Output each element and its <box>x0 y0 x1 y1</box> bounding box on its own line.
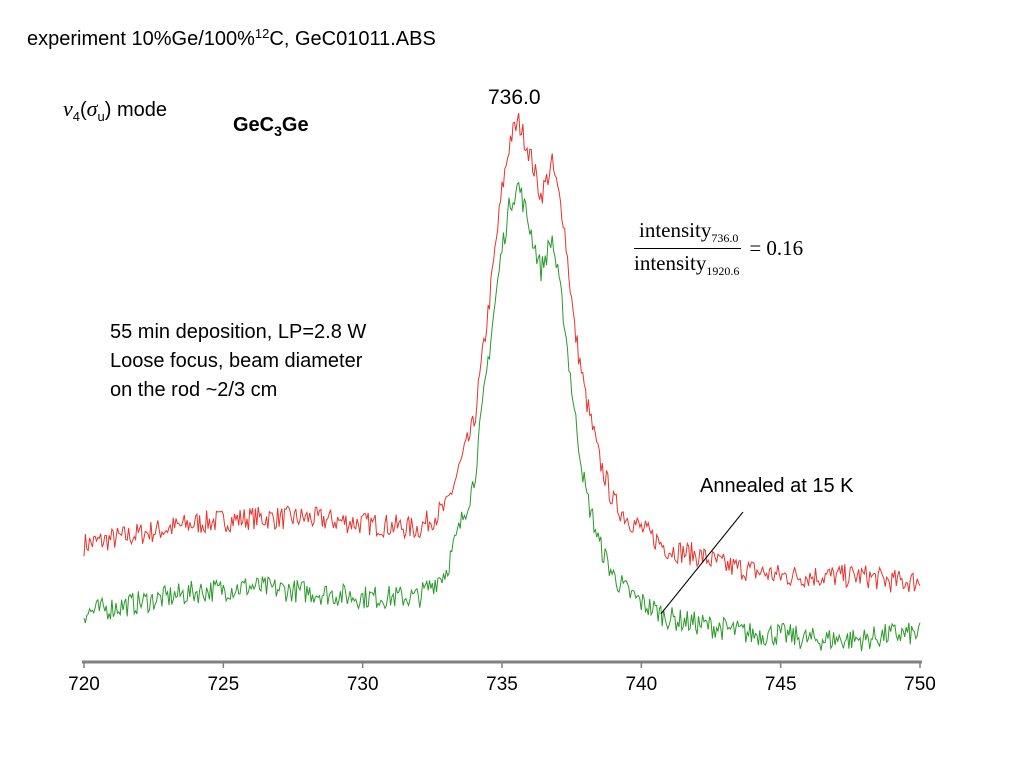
x-axis-ticks: 720 725 730 735 740 745 750 <box>68 662 936 695</box>
note-line: Loose focus, beam diameter <box>110 350 363 372</box>
annealed-annotation: Annealed at 15 K <box>700 475 854 497</box>
intensity-ratio-formula: intensity736.0 intensity1920.6 = 0.16 <box>634 218 803 279</box>
series-line-2 <box>83 181 921 652</box>
x-tick-label: 740 <box>625 674 657 695</box>
traces <box>83 112 921 652</box>
species-label: GeC3Ge <box>233 114 309 139</box>
ratio-value: = 0.16 <box>749 236 804 261</box>
x-tick-label: 735 <box>486 674 518 695</box>
note-line: 55 min deposition, LP=2.8 W <box>110 321 367 343</box>
annotation-pointer-line <box>660 511 744 615</box>
vibrational-mode-label: ν4(σu) mode <box>63 96 168 124</box>
x-tick-label: 725 <box>207 674 239 695</box>
x-tick-label: 745 <box>765 674 797 695</box>
ratio-denominator: intensity1920.6 <box>634 251 740 279</box>
deposition-note: 55 min deposition, LP=2.8 W Loose focus,… <box>110 318 366 405</box>
series-line-1 <box>83 112 921 593</box>
peak-position-label: 736.0 <box>488 86 541 109</box>
x-tick-label: 750 <box>904 674 936 695</box>
note-line: on the rod ~2/3 cm <box>110 379 278 401</box>
x-tick-label: 720 <box>68 674 100 695</box>
x-tick-label: 730 <box>347 674 379 695</box>
ratio-numerator: intensity736.0 <box>634 218 742 250</box>
chart-title: experiment 10%Ge/100%12C, GeC01011.ABS <box>27 26 436 50</box>
